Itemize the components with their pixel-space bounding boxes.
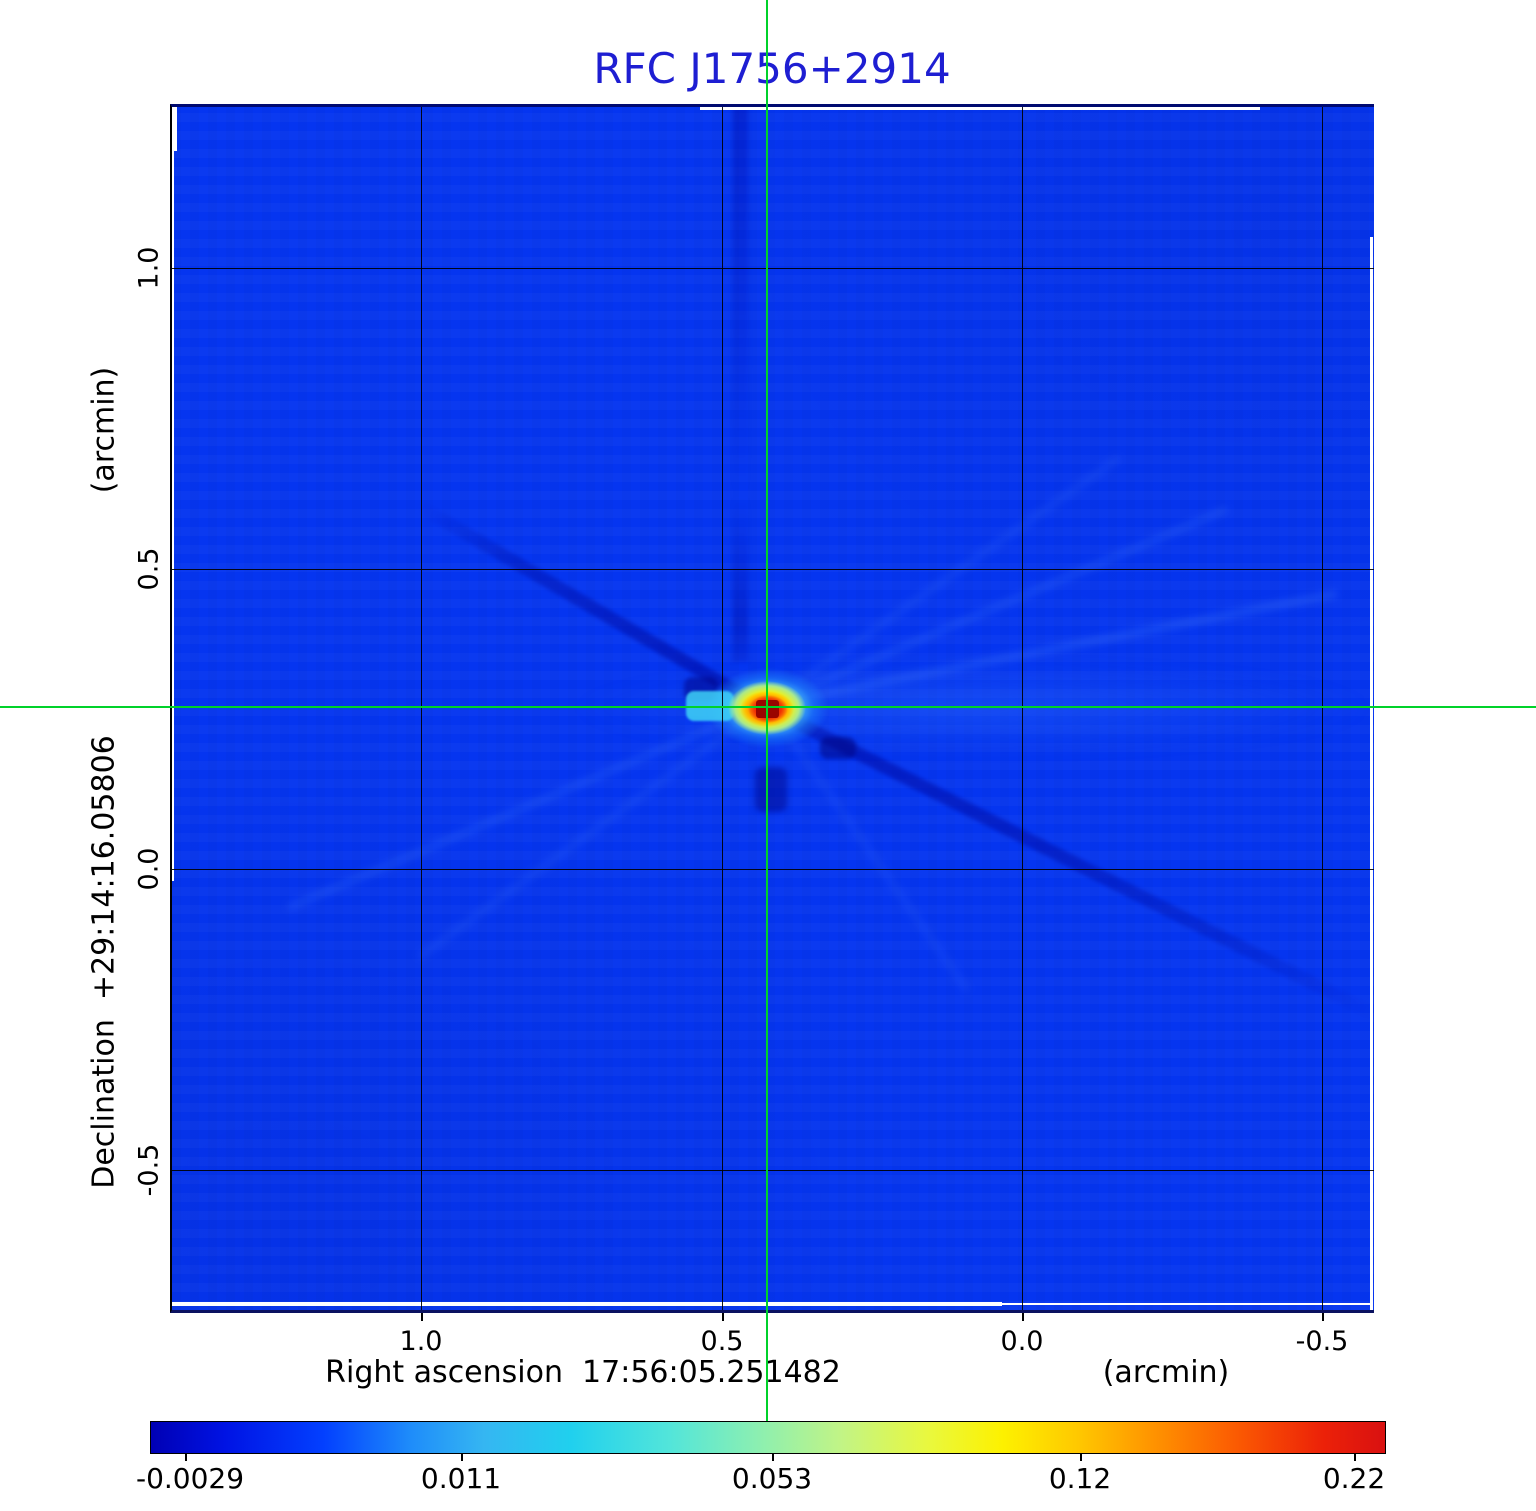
dark-negative-spot: [820, 737, 856, 759]
colorbar-tick-label: 0.011: [420, 1462, 502, 1495]
y-tick-label: -0.5: [133, 1143, 165, 1197]
image-edge-gap-bottom: [172, 1302, 1002, 1306]
gridline-vertical: [421, 107, 422, 1310]
gridline-vertical: [1022, 107, 1023, 1310]
image-edge-gap-bottom: [1002, 1303, 1372, 1305]
dark-negative-spot: [755, 767, 787, 812]
colorbar-gradient: [150, 1421, 1386, 1454]
gridline-horizontal: [172, 869, 1374, 870]
crosshair-horizontal-line: [0, 706, 1536, 708]
y-axis-unit-label: (arcmin): [86, 366, 122, 494]
y-tick-label: 0.5: [133, 547, 165, 591]
x-axis-label: Right ascension 17:56:05.251482: [325, 1355, 841, 1390]
x-tick-label: 1.0: [399, 1326, 443, 1357]
y-axis-label: Declination +29:14:16.05806: [86, 735, 122, 1189]
gridline-vertical: [722, 107, 723, 1310]
crosshair-vertical-line: [766, 0, 768, 1421]
plot-canvas: [170, 104, 1374, 1313]
gridline-horizontal: [172, 1170, 1374, 1171]
colorbar-tick-mark: [1080, 1454, 1082, 1461]
image-edge-gap-top: [700, 107, 1260, 110]
gridline-vertical: [1322, 107, 1323, 1310]
x-tick-mark: [421, 1313, 423, 1321]
colorbar-tick-label: 0.12: [1048, 1462, 1112, 1495]
x-tick-label: 0.5: [700, 1326, 744, 1357]
gridline-horizontal: [172, 268, 1374, 269]
image-edge-gap-left: [172, 151, 174, 881]
colorbar-tick-label: 0.053: [731, 1462, 813, 1495]
x-tick-label: 0.0: [1000, 1326, 1044, 1357]
x-tick-mark: [722, 1313, 724, 1321]
colorbar-tick-label: 0.22: [1322, 1462, 1386, 1495]
x-axis-unit-label: (arcmin): [1102, 1355, 1230, 1390]
y-tick-label: 0.0: [133, 847, 165, 891]
colorbar-tick-mark: [1354, 1454, 1356, 1461]
dark-sidelobe-streak-vertical: [733, 107, 748, 662]
image-edge-gap-top-left: [172, 107, 177, 151]
image-edge-gap-right: [1370, 237, 1373, 1310]
x-tick-label: -0.5: [1295, 1326, 1349, 1357]
colorbar-tick-mark: [185, 1454, 187, 1461]
gridline-horizontal: [172, 569, 1374, 570]
x-tick-mark: [1022, 1313, 1024, 1321]
x-tick-mark: [1322, 1313, 1324, 1321]
colorbar-tick-mark: [461, 1454, 463, 1461]
y-tick-label: 1.0: [133, 246, 165, 290]
plot-title: RFC J1756+2914: [593, 44, 951, 93]
colorbar-tick-mark: [772, 1454, 774, 1461]
colorbar-tick-label: -0.0029: [135, 1462, 245, 1495]
